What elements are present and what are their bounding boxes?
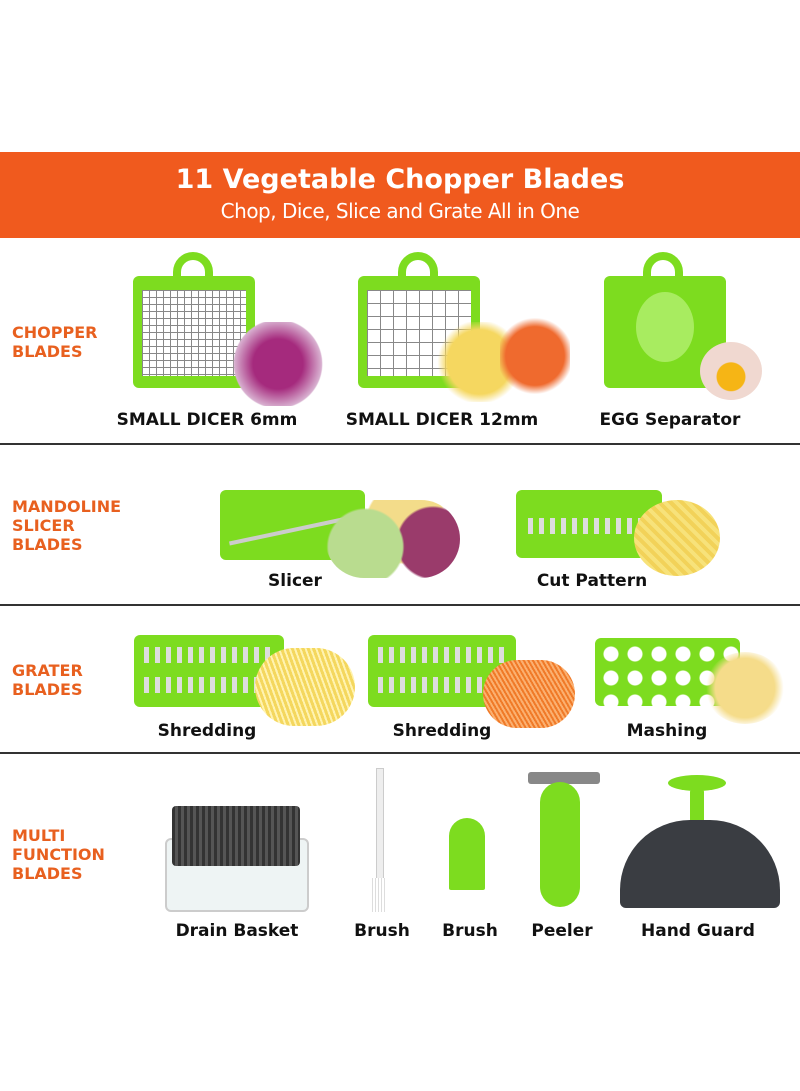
header-banner: 11 Vegetable Chopper Blades Chop, Dice, …	[0, 152, 800, 238]
section-label-grater: GRATER BLADES	[12, 661, 83, 699]
hand-guard-image	[620, 820, 780, 908]
caption: SMALL DICER 12mm	[345, 410, 539, 430]
caption: Slicer	[268, 571, 322, 591]
caption: Drain Basket	[175, 921, 299, 941]
peeler-image	[540, 782, 580, 907]
hand-guard-top-image	[668, 775, 726, 791]
caption: Cut Pattern	[536, 571, 648, 591]
sliced-vegetables-image	[325, 500, 460, 578]
divider	[0, 604, 800, 606]
blade-handle	[398, 252, 438, 278]
diced-carrot-image	[500, 316, 570, 396]
peeler-blade-image	[528, 772, 600, 784]
caption: Brush	[442, 921, 498, 941]
divider	[0, 752, 800, 754]
blade-handle	[643, 252, 683, 278]
mashed-potato-image	[705, 652, 785, 724]
brush-image	[376, 768, 384, 882]
caption: Shredding	[392, 721, 492, 741]
caption: Shredding	[157, 721, 257, 741]
egg-image	[700, 342, 762, 400]
page-title: 11 Vegetable Chopper Blades	[175, 164, 625, 195]
brush-bristles-image	[370, 878, 386, 912]
page-subtitle: Chop, Dice, Slice and Grate All in One	[220, 199, 580, 223]
divider	[0, 443, 800, 445]
drain-basket-image	[172, 806, 300, 866]
caption: Brush	[354, 921, 410, 941]
caption: Hand Guard	[641, 921, 755, 941]
shredded-potato-image	[255, 648, 355, 726]
comb-brush-image	[449, 818, 485, 890]
section-label-multi: MULTI FUNCTION BLADES	[12, 826, 105, 883]
caption: Peeler	[531, 921, 593, 941]
mashing-blade-image	[595, 638, 740, 706]
caption: EGG Separator	[599, 410, 741, 430]
section-label-mandoline: MANDOLINE SLICER BLADES	[12, 497, 122, 554]
diced-onion-image	[232, 322, 324, 406]
caption: Mashing	[626, 721, 708, 741]
blade-handle	[173, 252, 213, 278]
waffle-chips-image	[634, 500, 720, 576]
shredded-carrot-image	[483, 660, 575, 728]
caption: SMALL DICER 6mm	[116, 410, 298, 430]
section-label-chopper: CHOPPER BLADES	[12, 323, 98, 361]
